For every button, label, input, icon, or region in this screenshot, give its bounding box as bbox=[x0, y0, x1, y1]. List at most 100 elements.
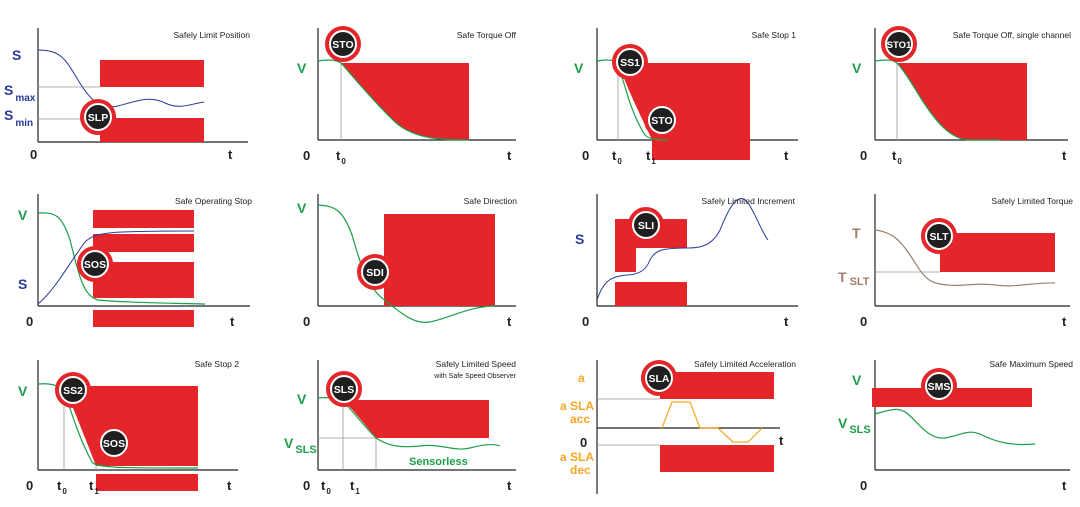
label-t1: t1 bbox=[89, 478, 99, 496]
panel-title: Safely Limited Torque bbox=[991, 196, 1073, 206]
badge-label: SS2 bbox=[63, 385, 83, 397]
axis-label-v: V bbox=[18, 207, 28, 223]
badge-slt: SLT bbox=[921, 218, 957, 254]
limit-zone-1 bbox=[93, 210, 194, 228]
origin-label: 0 bbox=[303, 478, 310, 493]
badge-label: SOS bbox=[84, 259, 106, 271]
badge-core bbox=[634, 213, 658, 237]
badge-sto: STO bbox=[644, 102, 680, 138]
origin-label: 0 bbox=[582, 314, 589, 329]
badge-sms: SMS bbox=[921, 368, 957, 404]
label-t1: t1 bbox=[350, 478, 360, 496]
stop-envelope bbox=[341, 63, 469, 140]
badge-sla: SLA bbox=[641, 360, 677, 396]
panel-title: Safely Limited Speed bbox=[436, 359, 517, 369]
label-acc-line2: acc bbox=[570, 412, 590, 426]
axis-label-a: a bbox=[578, 371, 585, 385]
velocity-curve bbox=[317, 204, 496, 323]
badge-label: SLI bbox=[638, 220, 654, 232]
torque-limit-zone bbox=[940, 233, 1055, 272]
label-smax: Smax bbox=[4, 82, 36, 104]
label-t0: t0 bbox=[336, 148, 346, 166]
axis-label-v: V bbox=[574, 60, 584, 76]
origin-label: 0 bbox=[26, 314, 33, 329]
badge-sdi: SDI bbox=[357, 254, 393, 290]
panel-subtitle: with Safe Speed Observer bbox=[433, 373, 516, 380]
limit-zone-2 bbox=[93, 234, 194, 252]
badge-sli: SLI bbox=[628, 207, 664, 243]
axis-label-t: T bbox=[852, 225, 861, 241]
acceleration-curve bbox=[661, 401, 763, 443]
badge-core bbox=[647, 366, 671, 390]
label-tslt: T SLT bbox=[838, 269, 870, 288]
label-smin: Smin bbox=[4, 107, 33, 129]
badge-ss2: SS2 bbox=[55, 372, 91, 408]
panel-title: Safe Torque Off bbox=[457, 30, 517, 40]
position-curve bbox=[596, 198, 769, 301]
time-label: t bbox=[784, 148, 789, 163]
badge-core bbox=[618, 50, 642, 74]
stop-envelope bbox=[897, 63, 1027, 140]
badge-sos: SOS bbox=[77, 246, 113, 282]
stop-envelope bbox=[618, 63, 750, 160]
label-t0: t0 bbox=[612, 148, 622, 166]
panel-sli: Safely Limited Increment S SLI 0 t bbox=[575, 194, 798, 329]
origin-label: 0 bbox=[303, 314, 310, 329]
panel-title: Safe Stop 2 bbox=[195, 359, 240, 369]
badge-label: STO1 bbox=[887, 40, 912, 51]
panel-sto: Safe Torque Off V STO 0 t0 t bbox=[297, 26, 517, 166]
badge-sto1: STO1 bbox=[881, 26, 917, 62]
panel-sla: Safely Limited Acceleration a a SLA acc … bbox=[560, 359, 796, 494]
panel-title: Safe Operating Stop bbox=[175, 196, 252, 206]
velocity-curve bbox=[37, 383, 199, 469]
standstill-zone bbox=[96, 474, 198, 491]
panel-title: Safe Maximum Speed bbox=[989, 359, 1073, 369]
badge-label: STO bbox=[651, 115, 672, 127]
upper-limit-zone bbox=[100, 60, 204, 87]
panel-title: Safe Torque Off, single channel bbox=[953, 30, 1071, 40]
panel-sls: Safely Limited Speed with Safe Speed Obs… bbox=[284, 359, 517, 496]
panel-slt: Safely Limited Torque T T SLT SLT 0 t bbox=[838, 194, 1073, 329]
badge-label: SLS bbox=[334, 384, 354, 396]
limit-zone-4 bbox=[93, 310, 194, 327]
time-label: t bbox=[1062, 148, 1067, 163]
badge-core bbox=[86, 105, 110, 129]
speed-limit-zone bbox=[343, 400, 489, 438]
position-curve bbox=[37, 230, 195, 305]
time-label: t bbox=[779, 433, 784, 448]
time-label: t bbox=[1062, 478, 1067, 493]
velocity-curve bbox=[874, 408, 1036, 446]
position-curve bbox=[37, 49, 205, 108]
badge-core bbox=[102, 431, 126, 455]
time-label: t bbox=[1062, 314, 1067, 329]
lower-limit-zone bbox=[100, 118, 204, 142]
panel-sdi: Safe Direction V SDI 0 t bbox=[297, 194, 517, 329]
forbidden-direction-zone bbox=[384, 214, 495, 306]
time-label: t bbox=[507, 148, 512, 163]
badge-label: SLP bbox=[88, 112, 108, 124]
time-label: t bbox=[784, 314, 789, 329]
badge-label: SS1 bbox=[620, 57, 640, 69]
origin-label: 0 bbox=[860, 148, 867, 163]
badge-core bbox=[332, 377, 356, 401]
label-dec-line1: a SLA bbox=[560, 450, 594, 464]
velocity-curve bbox=[874, 59, 1000, 141]
axis-label-s: S bbox=[575, 231, 584, 247]
panel-ss1: Safe Stop 1 V SS1 STO 0 t0 t1 t bbox=[574, 28, 798, 166]
badge-sto: STO bbox=[325, 26, 361, 62]
label-vsls: V SLS bbox=[838, 415, 871, 436]
label-acc-line1: a SLA bbox=[560, 399, 594, 413]
badge-core bbox=[83, 252, 107, 276]
axis-label-v: V bbox=[297, 60, 307, 76]
velocity-curve bbox=[37, 212, 206, 305]
label-t1: t1 bbox=[646, 148, 656, 166]
badge-label: SDI bbox=[366, 267, 384, 279]
panel-sos: Safe Operating Stop V S SOS 0 t bbox=[18, 194, 252, 329]
time-label: t bbox=[227, 478, 232, 493]
badge-label: SLT bbox=[929, 231, 949, 243]
panel-title: Safely Limit Position bbox=[173, 30, 250, 40]
time-label: t bbox=[228, 147, 233, 162]
badge-sls: SLS bbox=[326, 371, 362, 407]
panel-sto1: Safe Torque Off, single channel V STO1 0… bbox=[852, 26, 1071, 166]
